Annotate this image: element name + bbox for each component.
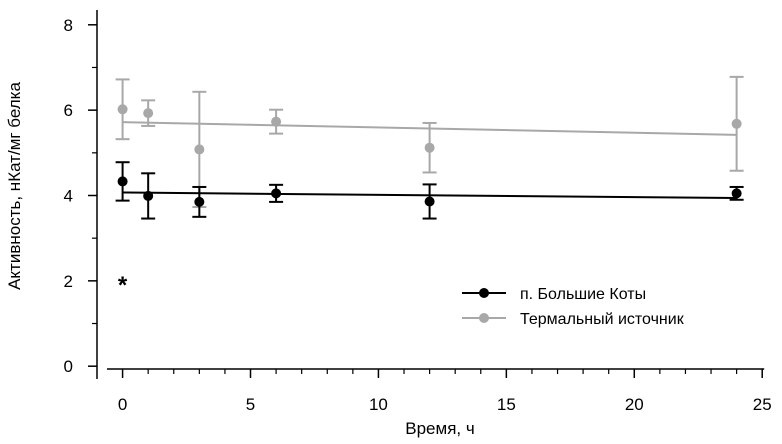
data-point (731, 118, 742, 129)
y-tick-label: 6 (64, 101, 73, 120)
y-tick-label: 4 (64, 187, 73, 206)
x-tick-label: 5 (246, 395, 255, 414)
y-tick-label: 8 (64, 16, 73, 35)
axes: 0 2 4 6 8 0 5 10 15 20 25 (64, 10, 772, 414)
data-point (143, 108, 154, 119)
data-point (117, 104, 128, 115)
data-point (194, 144, 205, 155)
x-tick-label: 20 (625, 395, 644, 414)
data-point (143, 190, 154, 201)
legend-item: п. Большие Коты (462, 286, 646, 303)
series-layer (115, 75, 744, 220)
y-axis-title: Активность, нКат/мг белка (5, 82, 24, 290)
series-thermal-spring (115, 75, 744, 209)
data-point (731, 188, 742, 199)
data-point (194, 196, 205, 207)
legend-item: Термальный источник (462, 311, 685, 328)
legend-marker (479, 313, 489, 323)
y-tick-label: 0 (64, 357, 73, 376)
x-tick-label: 15 (497, 395, 516, 414)
significance-asterisk: * (118, 272, 128, 299)
data-point (271, 188, 282, 199)
legend-label: п. Большие Коты (520, 286, 646, 303)
data-point (117, 176, 128, 187)
legend-label: Термальный источник (520, 311, 685, 328)
legend-marker (479, 288, 489, 298)
x-tick-label: 10 (369, 395, 388, 414)
x-axis-title: Время, ч (405, 419, 474, 438)
legend: п. Большие Коты Термальный источник (462, 286, 685, 328)
data-point (424, 142, 435, 153)
series-bolshie-koty (115, 161, 744, 220)
y-tick-label: 2 (64, 272, 73, 291)
x-tick-label: 25 (753, 395, 772, 414)
data-point (424, 196, 435, 207)
x-tick-label: 0 (118, 395, 127, 414)
data-point (271, 116, 282, 127)
